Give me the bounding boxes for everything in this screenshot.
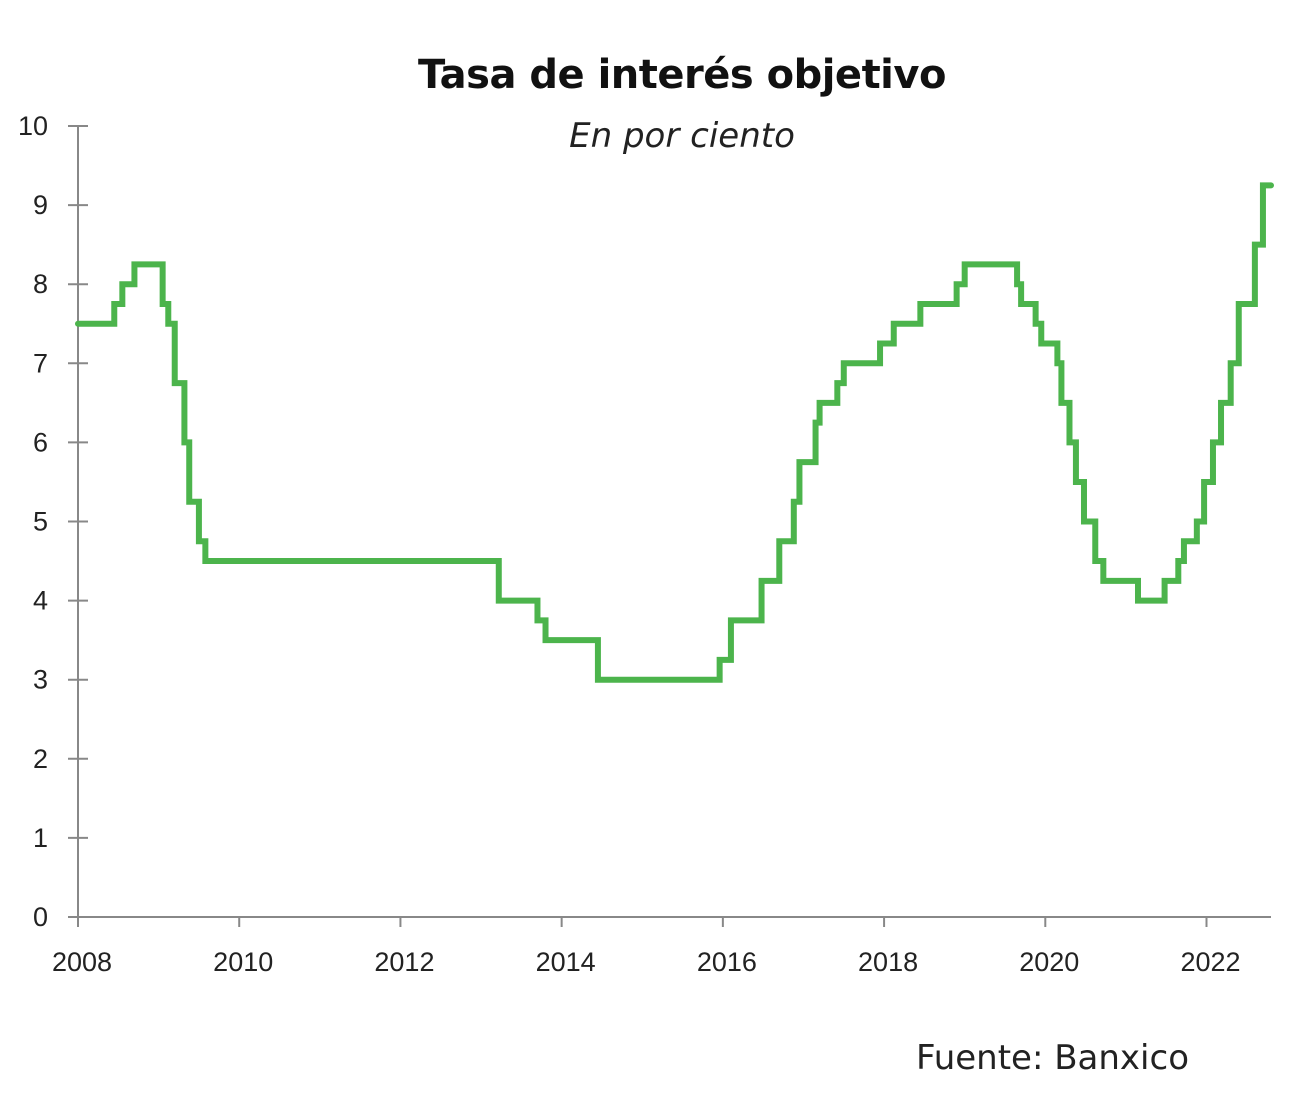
x-tick-label: 2022 <box>1180 947 1240 977</box>
y-tick-label: 8 <box>33 269 48 299</box>
x-tick-label: 2008 <box>52 947 112 977</box>
y-tick-label: 2 <box>33 744 48 774</box>
y-tick-label: 1 <box>33 823 48 853</box>
plot-area <box>75 182 1274 683</box>
y-tick-label: 4 <box>33 586 48 616</box>
y-tick-label: 5 <box>33 507 48 537</box>
y-tick-label: 3 <box>33 665 48 695</box>
y-tick-label: 6 <box>33 427 48 457</box>
y-tick-label: 10 <box>18 111 48 141</box>
x-tick-label: 2010 <box>213 947 273 977</box>
x-tick-label: 2016 <box>697 947 757 977</box>
y-tick-label: 7 <box>33 348 48 378</box>
chart-subtitle: En por ciento <box>569 116 795 156</box>
chart-title: Tasa de interés objetivo <box>418 52 946 98</box>
x-tick-label: 2018 <box>858 947 918 977</box>
x-tick-label: 2014 <box>536 947 596 977</box>
x-tick-label: 2020 <box>1019 947 1079 977</box>
y-tick-label: 9 <box>33 190 48 220</box>
series-line-0 <box>75 182 1274 683</box>
x-tick-label: 2012 <box>374 947 434 977</box>
chart-axes: 0 1 2 3 4 5 6 7 8 9 10 2008 2010 2012 2014 2016 2018 2020… <box>18 111 1271 977</box>
source-note: Fuente: Banxico <box>916 1038 1189 1078</box>
y-tick-label: 0 <box>33 902 48 932</box>
